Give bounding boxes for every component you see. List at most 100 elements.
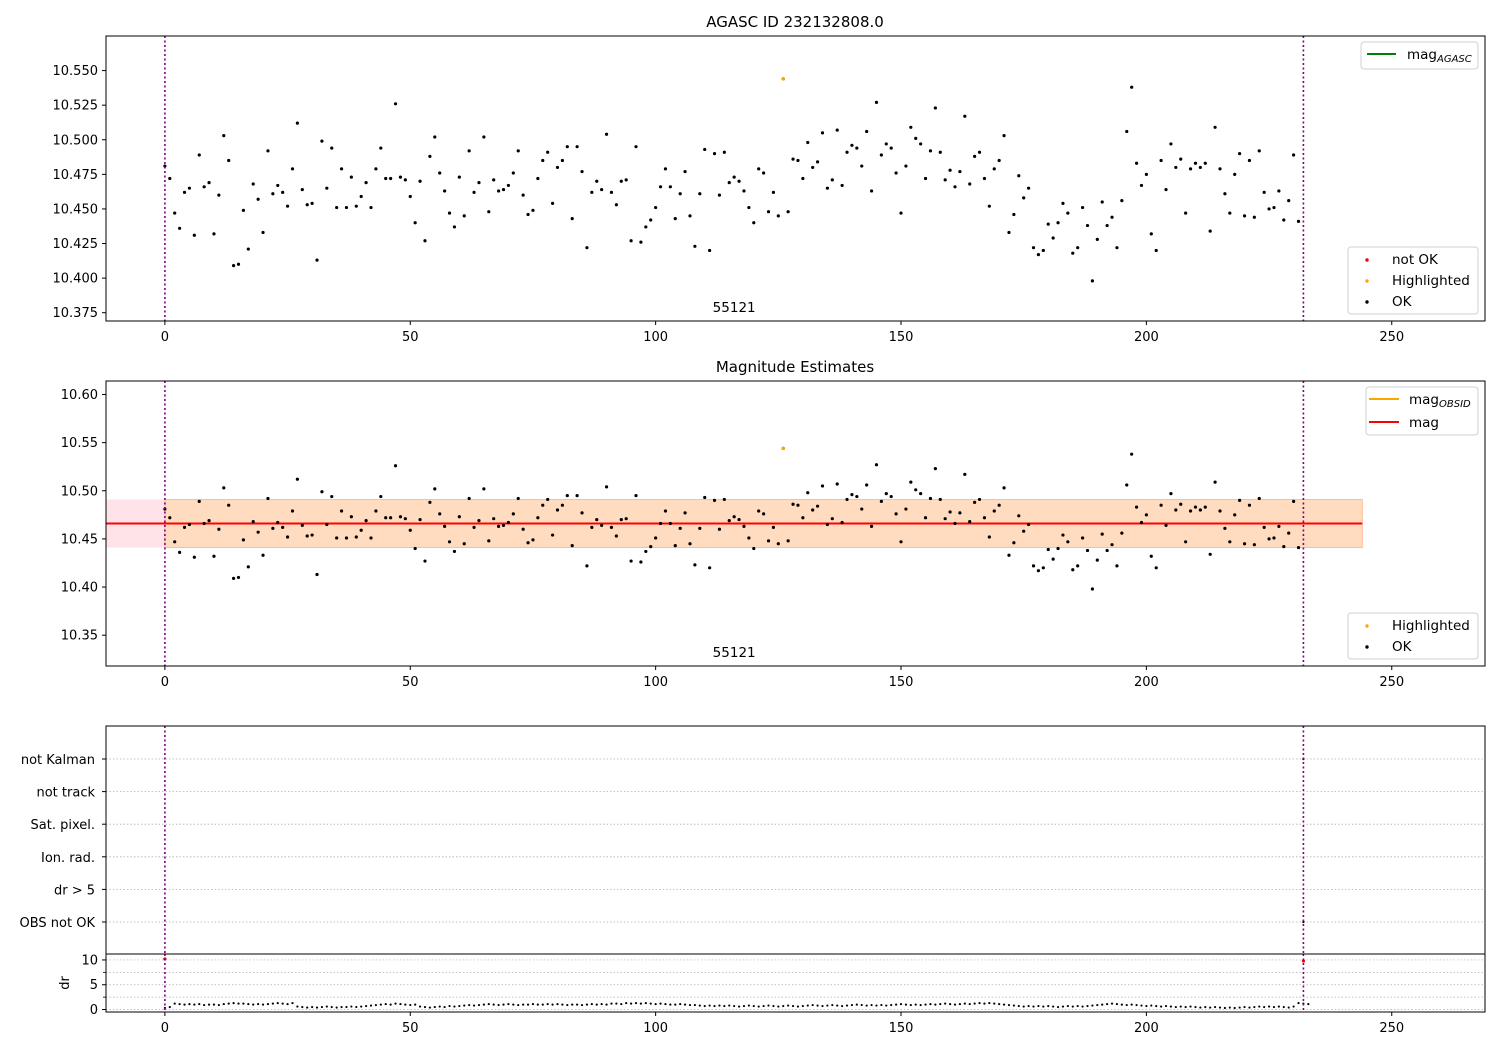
estimates-mag-point bbox=[447, 540, 452, 544]
estimates-mag-point bbox=[443, 524, 447, 528]
estimates-mag-point bbox=[1120, 531, 1124, 535]
dr-point bbox=[718, 1004, 721, 1007]
estimates-mag-point bbox=[1027, 522, 1031, 527]
estimates-mag-point bbox=[202, 521, 206, 526]
agasc-mag-point bbox=[1056, 221, 1060, 225]
agasc-mag-point bbox=[398, 175, 403, 179]
agasc-mag-point bbox=[820, 131, 825, 135]
estimates-mag-point bbox=[806, 491, 810, 495]
agasc-mag-point bbox=[953, 185, 957, 189]
dr-point bbox=[865, 1004, 868, 1007]
dr-point bbox=[261, 1003, 265, 1006]
estimates-mag-point bbox=[1017, 514, 1021, 518]
estimates-mag-point bbox=[958, 511, 962, 515]
dr-point bbox=[576, 1003, 579, 1006]
agasc-mag-point bbox=[1022, 196, 1026, 200]
dr-point bbox=[399, 1002, 402, 1006]
dr-point bbox=[168, 1005, 171, 1009]
agasc-mag-point bbox=[1154, 248, 1158, 253]
dr-point bbox=[944, 1002, 947, 1005]
dr-point bbox=[183, 1003, 186, 1006]
agasc-ytick-label: 10.400 bbox=[53, 272, 99, 287]
agasc-mag-point bbox=[1041, 248, 1045, 253]
flags-row-label: not track bbox=[36, 786, 95, 801]
agasc-mag-point bbox=[982, 176, 987, 181]
estimates-mag-point bbox=[879, 499, 883, 503]
dr-point bbox=[953, 1003, 957, 1006]
agasc-mag-point bbox=[320, 139, 324, 143]
agasc-mag-point bbox=[801, 176, 805, 181]
dr-point bbox=[796, 1005, 800, 1008]
agasc-legend-bottom-box bbox=[1347, 246, 1479, 315]
agasc-mag-point bbox=[413, 221, 417, 225]
estimates-mag-point bbox=[222, 486, 226, 490]
estimates-mag-point bbox=[796, 503, 800, 507]
estimates-mag-point bbox=[276, 520, 280, 525]
estimates-mag-point bbox=[300, 523, 304, 528]
agasc-mag-point bbox=[182, 190, 187, 194]
agasc-panel-axes: 0 50 100 150 200 250 10.375 10.400 10.425 10.450 1… bbox=[53, 35, 1486, 345]
dr-point bbox=[355, 1005, 358, 1009]
estimates-mag-point bbox=[762, 512, 766, 516]
dr-point bbox=[1047, 1004, 1050, 1008]
agasc-mag-point bbox=[874, 100, 879, 105]
dr-point bbox=[1272, 1005, 1276, 1009]
agasc-mag-point bbox=[271, 192, 275, 196]
dr-point bbox=[389, 1003, 392, 1006]
estimates-legend-bottom-box bbox=[1347, 612, 1479, 660]
estimates-mag-point bbox=[850, 493, 854, 497]
dr-point bbox=[683, 1003, 687, 1006]
estimates-xtick-label: 100 bbox=[643, 675, 668, 690]
dr-point bbox=[875, 1004, 878, 1007]
agasc-mag-point bbox=[1267, 207, 1271, 211]
estimates-mag-point bbox=[492, 517, 496, 521]
dr-point bbox=[1012, 1004, 1015, 1007]
dr-point bbox=[600, 1002, 603, 1006]
estimates-mag-point bbox=[526, 541, 530, 545]
dr-point bbox=[207, 1003, 211, 1006]
agasc-mag-point bbox=[408, 194, 412, 199]
estimates-mag-point bbox=[197, 499, 201, 503]
estimates-mag-point bbox=[712, 498, 717, 502]
estimates-mag-point bbox=[933, 467, 937, 471]
dr-point bbox=[536, 1003, 539, 1006]
agasc-mag-point bbox=[1076, 246, 1080, 250]
dr-point bbox=[178, 1002, 181, 1006]
agasc-mag-point bbox=[447, 211, 452, 215]
agasc-legend-label: not OK bbox=[1392, 252, 1439, 268]
agasc-mag-point bbox=[663, 167, 668, 171]
dr-point bbox=[939, 1002, 942, 1006]
dr-point bbox=[777, 1005, 780, 1008]
agasc-mag-point bbox=[428, 154, 432, 158]
dr-point bbox=[1297, 1001, 1300, 1005]
estimates-mag-point bbox=[1213, 480, 1217, 484]
agasc-legend-marker bbox=[1365, 279, 1369, 283]
agasc-mag-point bbox=[1242, 214, 1247, 218]
estimates-mag-point bbox=[246, 565, 250, 569]
agasc-legend-top-box bbox=[1360, 41, 1479, 70]
agasc-mag-point bbox=[717, 193, 722, 197]
estimates-mag-point bbox=[192, 555, 196, 559]
dr-point bbox=[791, 1004, 795, 1008]
agasc-mag-point bbox=[997, 158, 1001, 163]
estimates-mag-point bbox=[315, 572, 319, 577]
estimates-mag-point bbox=[811, 508, 815, 512]
estimates-mag-point bbox=[178, 550, 182, 554]
agasc-mag-point bbox=[536, 176, 540, 181]
dr-point bbox=[1174, 1005, 1177, 1009]
agasc-mag-point bbox=[285, 204, 290, 208]
estimates-mag-point bbox=[1041, 566, 1045, 570]
agasc-mag-point bbox=[433, 135, 437, 139]
agasc-mag-point bbox=[673, 217, 677, 221]
estimates-mag-point bbox=[438, 512, 442, 516]
agasc-panel: AGASC ID 232132808.0 0 50 100 150 200 250 10.3… bbox=[53, 13, 1486, 345]
agasc-legend: magAGASC not OK Highlighted OK bbox=[1347, 41, 1479, 315]
estimates-ytick-label: 10.40 bbox=[61, 581, 98, 596]
estimates-mag-point bbox=[281, 525, 285, 529]
estimates-mag-point bbox=[207, 519, 211, 523]
dr-point bbox=[590, 1002, 593, 1006]
dr-point bbox=[811, 1003, 814, 1007]
estimates-mag-point bbox=[1031, 564, 1036, 568]
dr-point bbox=[993, 1002, 996, 1005]
dr-point bbox=[988, 1001, 991, 1005]
